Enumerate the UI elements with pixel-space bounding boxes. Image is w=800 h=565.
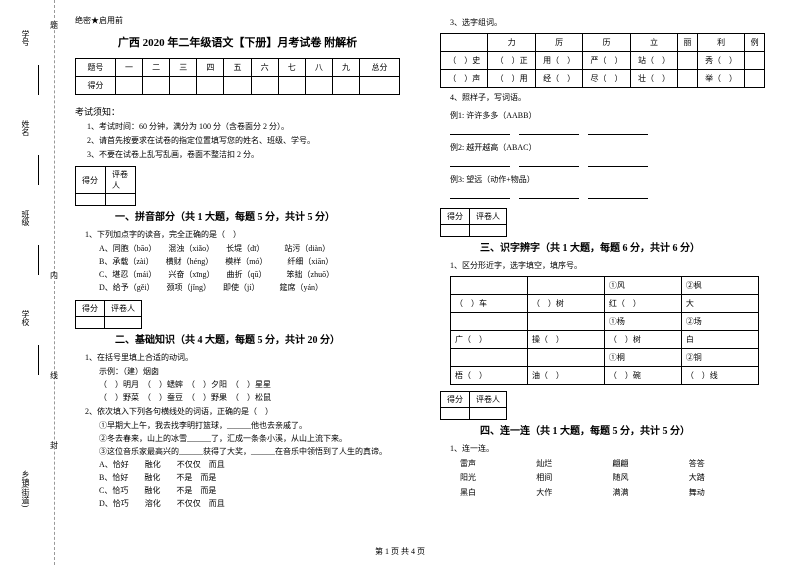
section4-title: 四、连一连（共 1 大题，每题 5 分，共计 5 分） <box>480 422 765 437</box>
page-footer: 第 1 页 共 4 页 <box>0 546 800 557</box>
exam-title: 广西 2020 年二年级语文【下册】月考试卷 附解析 <box>75 34 400 50</box>
confidential-mark: 绝密★启用前 <box>75 15 400 26</box>
s2-q2: 2、依次填入下列各句横线处的词语，正确的是（ ） <box>85 406 400 418</box>
binding-label-xh: 学号 <box>20 30 31 46</box>
shape-char-table: ①风②枫 （ ）车（ ）树红（ ）大 ①杨②场 广（ ）操（ ）（ ）树白 ①桐… <box>450 276 759 385</box>
right-column: 3、选字组词。 力 厉 历 立 丽 利 例 （ ）史 （ ）正 用（ ） 严（ … <box>420 15 780 540</box>
mini-score-4: 得分评卷人 <box>440 391 507 420</box>
s1-q1: 1、下列加点字的读音，完全正确的是（ ） <box>85 229 400 241</box>
binding-label-xz: 乡镇(街道) <box>20 470 31 507</box>
notice-list: 1、考试时间：60 分钟，满分为 100 分（含卷面分 2 分）。 2、请首先按… <box>87 121 400 160</box>
left-column: 绝密★启用前 广西 2020 年二年级语文【下册】月考试卷 附解析 题号 一 二… <box>60 15 420 540</box>
mini-score-2: 得分评卷人 <box>75 300 142 329</box>
section1-title: 一、拼音部分（共 1 大题，每题 5 分，共计 5 分） <box>115 208 400 223</box>
s3-q1: 1、区分形近字，选字填空，填序号。 <box>450 260 765 272</box>
s2-q4: 4、照样子，写词语。 <box>450 92 765 104</box>
notice-head: 考试须知： <box>75 105 400 118</box>
binding-label-xm: 姓名 <box>20 120 31 136</box>
char-select-table: 力 厉 历 立 丽 利 例 （ ）史 （ ）正 用（ ） 严（ ） 站（ ） 秀… <box>440 33 765 88</box>
score-table: 题号 一 二 三 四 五 六 七 八 九 总分 得分 <box>75 58 400 95</box>
page-content: 绝密★启用前 广西 2020 年二年级语文【下册】月考试卷 附解析 题号 一 二… <box>0 0 800 565</box>
binding-label-bj: 班级 <box>20 210 31 226</box>
section2-title: 二、基础知识（共 4 大题，每题 5 分，共计 20 分） <box>115 331 400 346</box>
mini-score-1: 得分评卷人 <box>75 166 136 206</box>
binding-label-xx: 学校 <box>20 310 31 326</box>
s2-q1: 1、在括号里填上合适的动词。 <box>85 352 400 364</box>
match-columns: 雷声 阳光 黑白 灿烂 相间 大作 翩翩 随风 满满 答答 大踏 舞动 <box>460 457 765 500</box>
s4-q1: 1、连一连。 <box>450 443 765 455</box>
mini-score-3: 得分评卷人 <box>440 208 507 237</box>
binding-margin: 学号 姓名 班级 学校 乡镇(街道) 题 内 线 封 <box>0 0 55 565</box>
s2-q3: 3、选字组词。 <box>450 17 765 29</box>
section3-title: 三、识字辨字（共 1 大题，每题 6 分，共计 6 分） <box>480 239 765 254</box>
